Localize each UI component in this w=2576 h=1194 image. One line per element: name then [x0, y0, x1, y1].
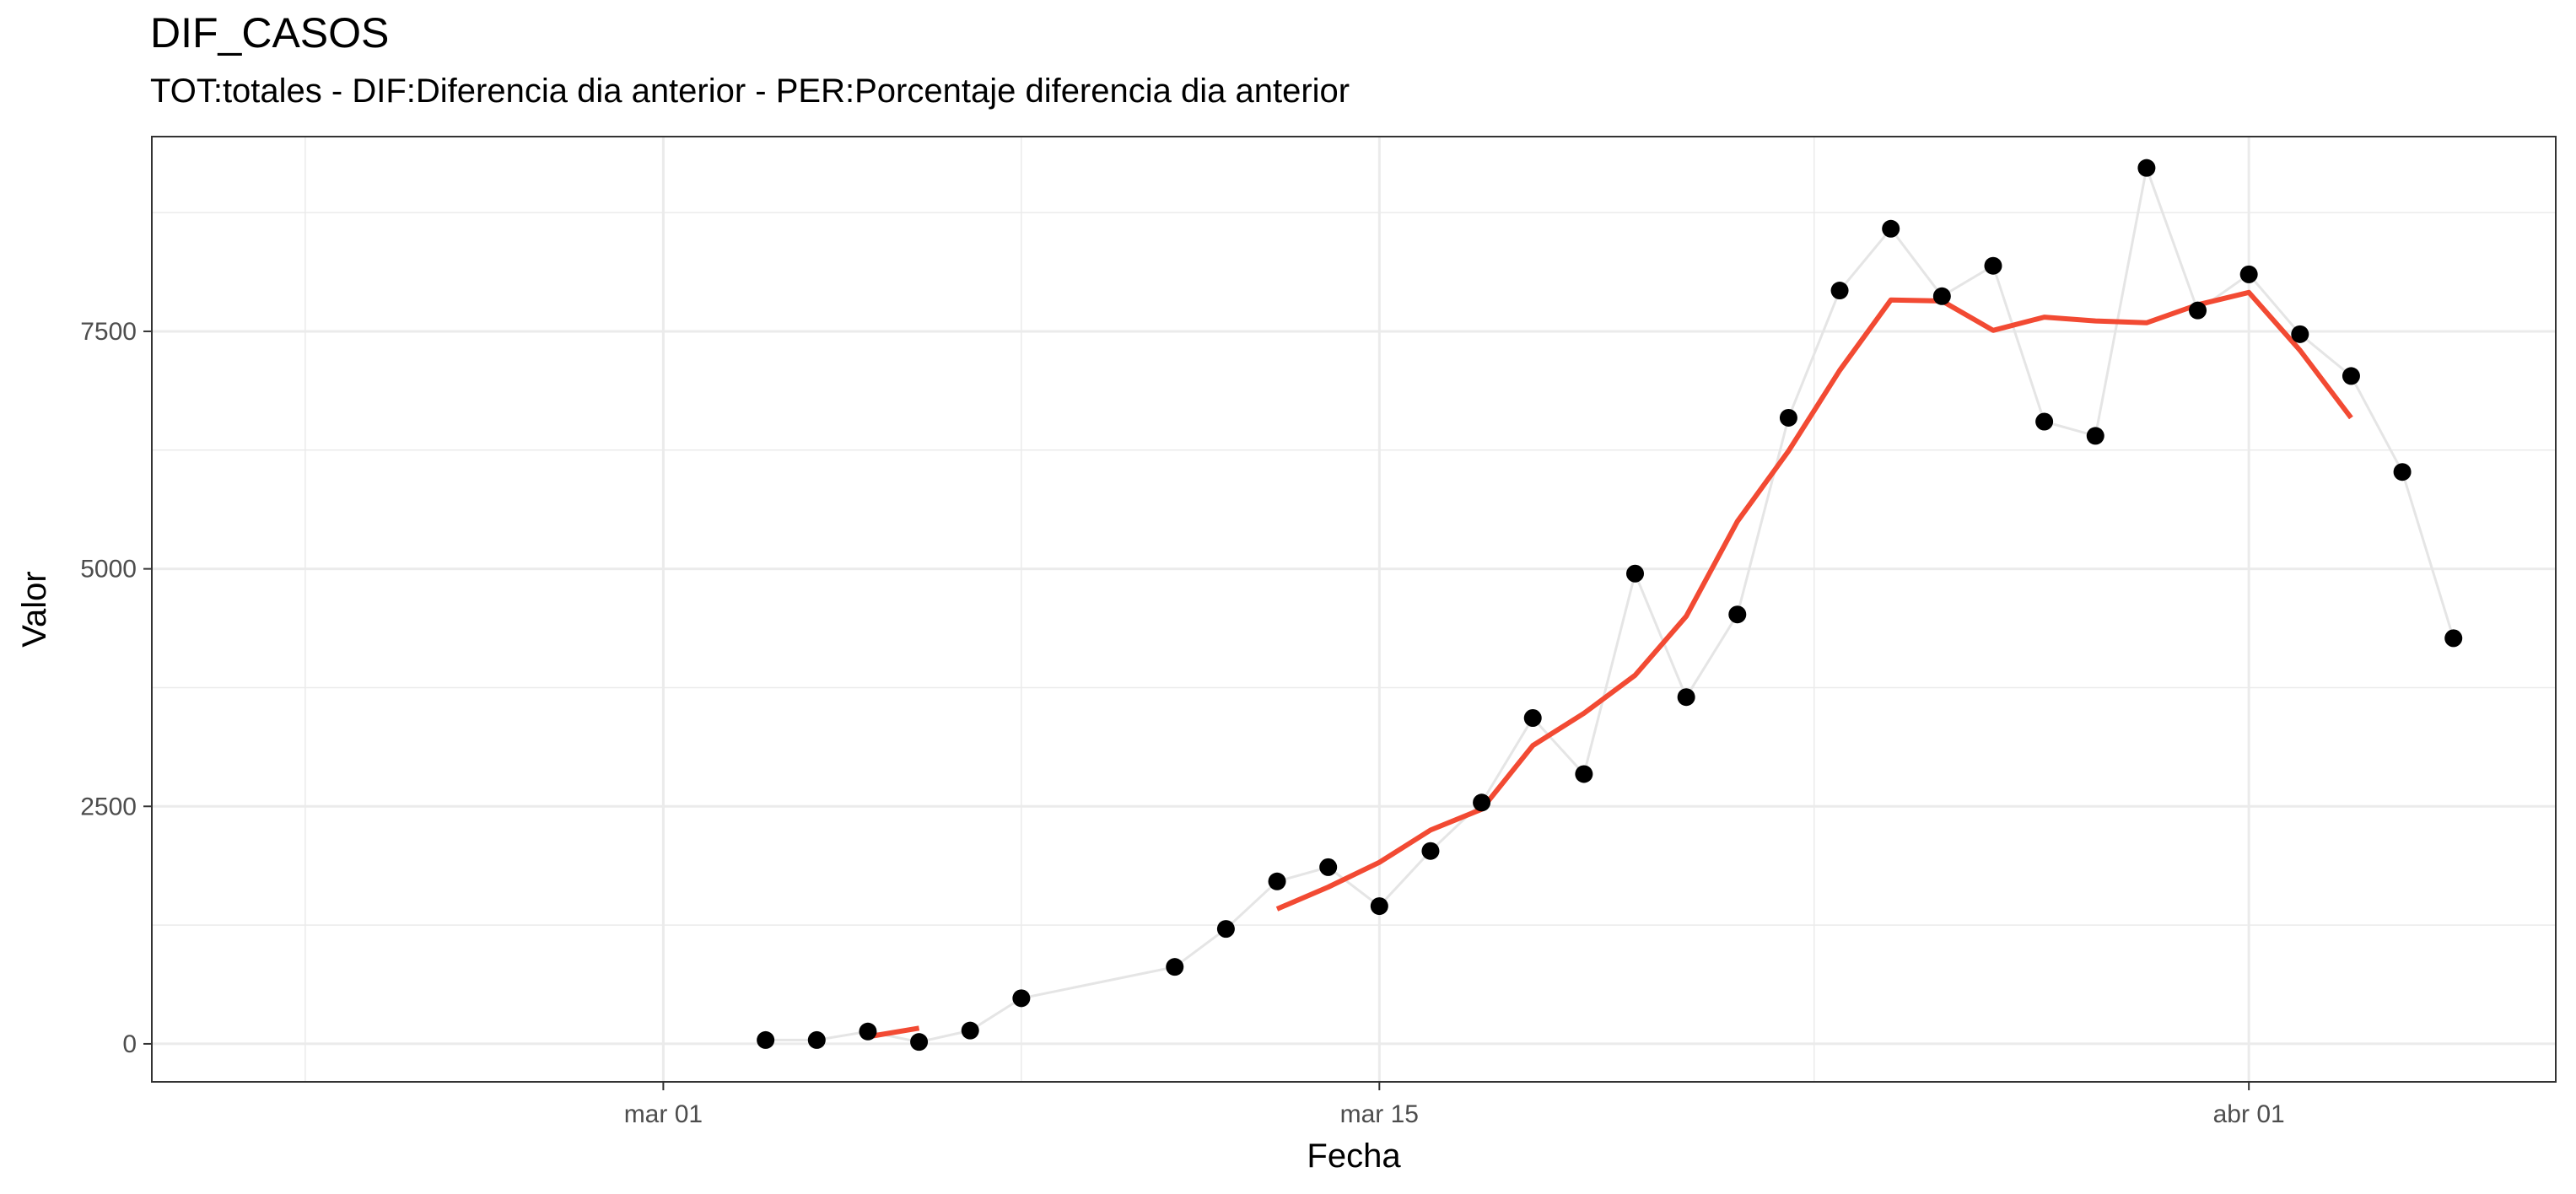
x-tick-label: mar 01 — [624, 1100, 703, 1128]
data-point — [859, 1022, 877, 1041]
moving-average-line — [1275, 289, 2353, 912]
data-point — [1575, 765, 1593, 783]
data-point — [1268, 872, 1286, 890]
data-point — [2444, 629, 2463, 648]
data-point — [2393, 463, 2412, 481]
data-point — [1370, 897, 1388, 916]
data-point — [1473, 793, 1491, 812]
moving-average-line — [867, 1025, 920, 1040]
data-point — [1830, 282, 1849, 300]
data-point — [2291, 325, 2309, 343]
data-point — [1216, 920, 1235, 939]
series-connecting-line — [765, 163, 2455, 1044]
y-tick-label: 2500 — [80, 793, 137, 820]
data-point — [2086, 427, 2104, 445]
data-point — [757, 1030, 775, 1049]
x-axis-title: Fecha — [1307, 1138, 1401, 1175]
x-tick-label: abr 01 — [2213, 1100, 2285, 1128]
data-point — [2189, 301, 2207, 320]
data-point — [2035, 412, 2054, 431]
y-tick-label: 0 — [122, 1030, 137, 1058]
data-point — [1012, 989, 1031, 1008]
y-tick-label: 5000 — [80, 556, 137, 584]
data-point — [1779, 408, 1797, 427]
data-point — [1984, 256, 2002, 275]
y-axis-title: Valor — [16, 571, 53, 647]
data-point — [1728, 605, 1747, 624]
y-tick-label: 7500 — [80, 318, 137, 346]
data-point — [807, 1030, 826, 1049]
data-point — [1882, 219, 1900, 238]
x-tick-label: mar 15 — [1340, 1100, 1419, 1128]
chart-title: DIF_CASOS — [150, 9, 390, 56]
data-point — [2239, 265, 2258, 283]
data-point — [1626, 564, 1645, 583]
data-point — [1319, 858, 1338, 876]
data-point — [1421, 842, 1440, 860]
data-point — [961, 1021, 979, 1040]
panel-border — [151, 136, 2557, 1083]
data-point — [910, 1033, 929, 1051]
plot-panel — [152, 137, 2556, 1082]
data-point — [1166, 958, 1184, 976]
data-point — [1523, 708, 1542, 727]
data-point — [2342, 367, 2360, 385]
data-point — [2137, 159, 2156, 177]
data-point — [1677, 688, 1695, 707]
data-point — [1932, 287, 1951, 305]
chart-subtitle: TOT:totales - DIF:Diferencia dia anterio… — [150, 73, 1350, 110]
